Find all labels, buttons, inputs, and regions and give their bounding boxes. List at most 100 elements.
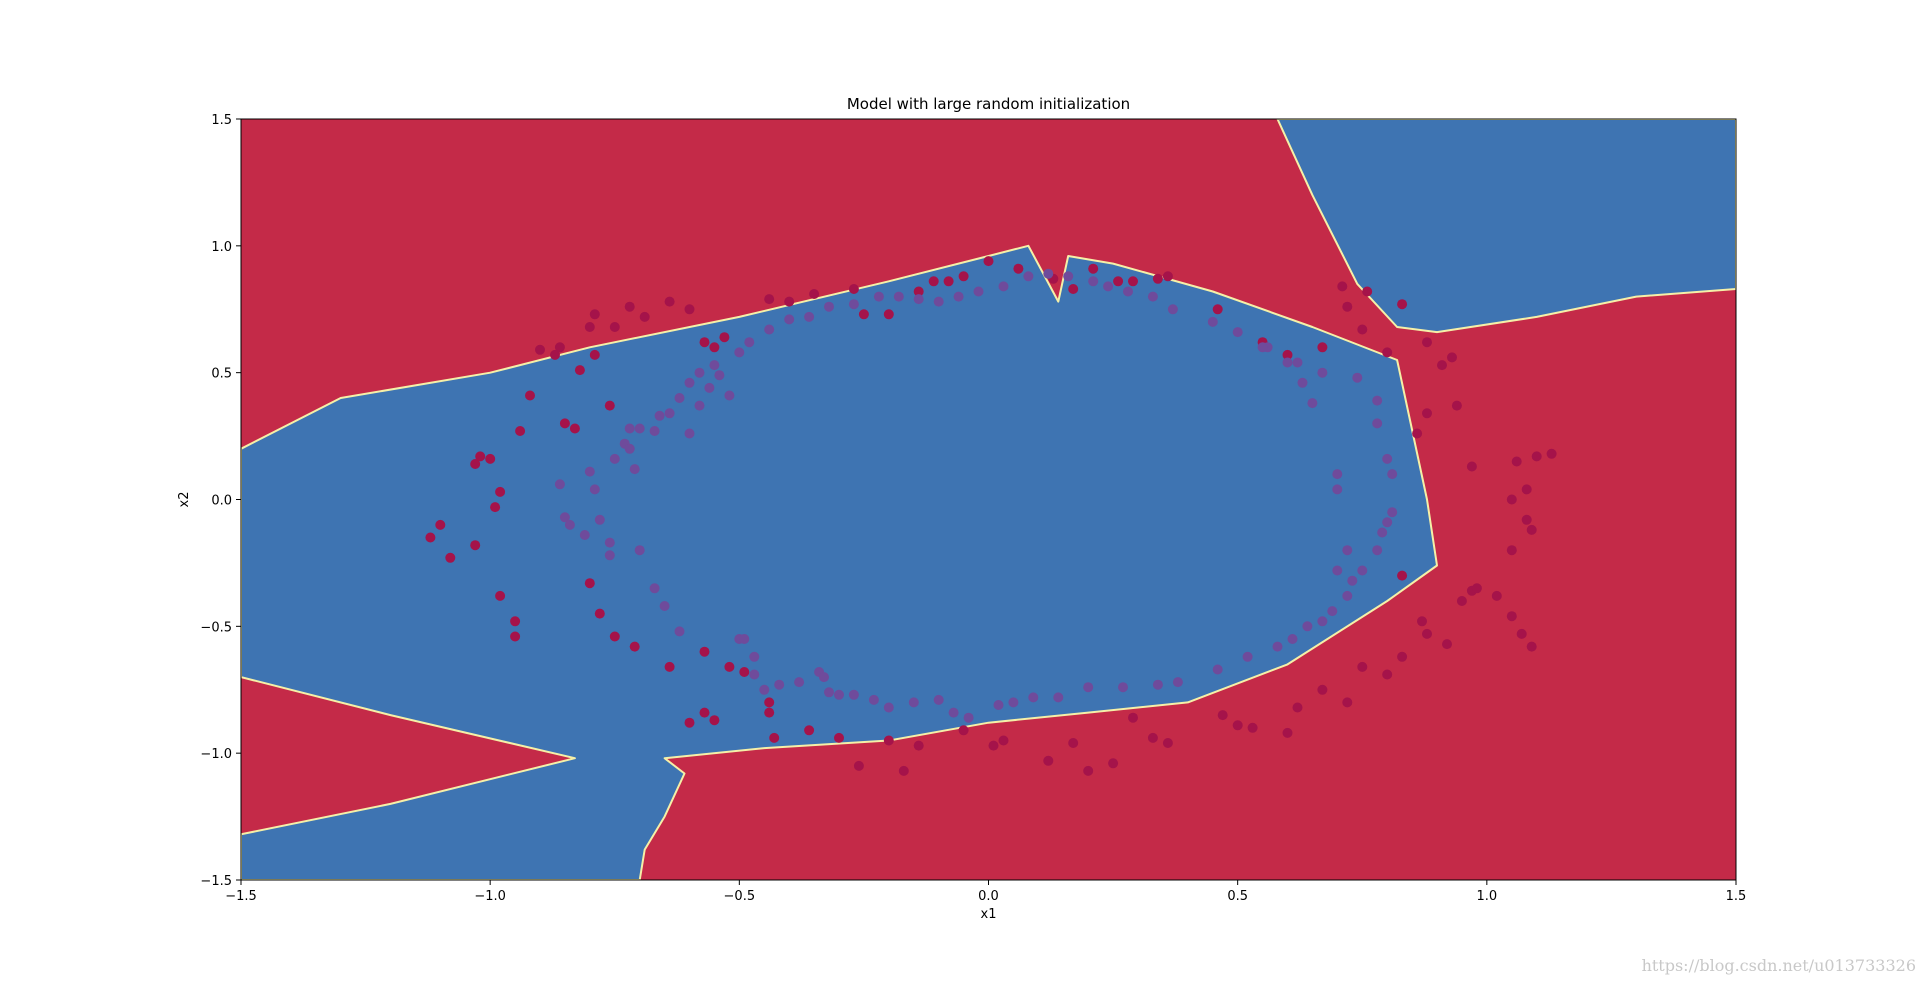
scatter-point-class-0 <box>943 276 954 287</box>
scatter-point-class-0 <box>1422 408 1432 419</box>
scatter-point-class-0 <box>709 342 720 353</box>
scatter-point-class-0 <box>470 459 481 469</box>
scatter-point-class-0 <box>1162 738 1173 748</box>
decision-region-2 <box>1276 119 1736 334</box>
scatter-point-class-0 <box>1397 299 1408 310</box>
scatter-point-class-1 <box>1212 664 1223 675</box>
scatter-point-class-1 <box>1377 527 1388 538</box>
y-tick-label: 0.5 <box>211 367 232 382</box>
scatter-point-class-1 <box>734 347 745 358</box>
scatter-point-class-0 <box>1357 661 1368 672</box>
scatter-point-class-1 <box>1292 357 1303 368</box>
y-tick-label: 1.0 <box>211 240 232 255</box>
scatter-points <box>425 256 1557 776</box>
scatter-point-class-0 <box>1068 738 1079 748</box>
scatter-point-class-0 <box>574 365 585 376</box>
x-tick-label: 1.5 <box>1726 889 1747 904</box>
scatter-point-class-0 <box>883 735 894 746</box>
scatter-point-class-1 <box>724 390 735 401</box>
scatter-point-class-1 <box>1282 357 1293 368</box>
scatter-point-class-0 <box>594 608 605 619</box>
scatter-point-class-1 <box>834 689 844 700</box>
scatter-point-class-1 <box>1332 484 1343 495</box>
scatter-point-class-0 <box>584 578 595 589</box>
scatter-point-class-1 <box>674 626 685 637</box>
scatter-point-class-0 <box>1113 276 1124 287</box>
scatter-point-class-1 <box>1023 271 1034 282</box>
scatter-point-class-0 <box>559 418 570 429</box>
scatter-point-class-1 <box>794 677 805 688</box>
scatter-point-class-1 <box>784 314 795 325</box>
scatter-point-class-1 <box>1242 651 1253 662</box>
scatter-point-class-1 <box>913 294 924 305</box>
decision-region-1 <box>241 244 1438 880</box>
scatter-point-class-0 <box>1526 641 1537 652</box>
scatter-point-class-1 <box>1332 469 1343 480</box>
scatter-point-class-0 <box>435 519 446 530</box>
scatter-point-class-1 <box>893 291 904 302</box>
scatter-point-class-1 <box>953 291 964 302</box>
scatter-point-class-0 <box>1317 684 1328 695</box>
scatter-point-class-0 <box>958 271 969 282</box>
scatter-point-class-1 <box>594 514 605 525</box>
scatter-point-class-0 <box>1506 611 1517 622</box>
scatter-point-class-0 <box>1342 697 1353 708</box>
scatter-point-class-1 <box>1053 692 1064 703</box>
scatter-point-class-0 <box>1282 727 1293 738</box>
scatter-point-class-1 <box>589 484 600 495</box>
scatter-point-class-1 <box>933 694 944 705</box>
scatter-point-class-0 <box>1422 628 1432 639</box>
x-tick-label: 1.0 <box>1476 889 1497 904</box>
scatter-point-class-0 <box>609 631 620 642</box>
scatter-point-class-1 <box>1387 507 1398 518</box>
scatter-point-class-0 <box>425 532 436 543</box>
scatter-point-class-0 <box>1417 616 1427 627</box>
scatter-point-class-1 <box>764 324 775 335</box>
scatter-point-class-0 <box>1162 271 1173 282</box>
decision-regions <box>241 119 1736 880</box>
scatter-point-class-1 <box>998 281 1009 292</box>
scatter-point-class-0 <box>1466 461 1477 472</box>
scatter-point-class-0 <box>1013 263 1024 274</box>
scatter-point-class-1 <box>739 634 750 644</box>
scatter-point-class-0 <box>684 304 695 315</box>
scatter-point-class-1 <box>1147 291 1158 302</box>
scatter-point-class-1 <box>1317 367 1328 378</box>
scatter-point-class-0 <box>883 309 894 320</box>
scatter-point-class-0 <box>913 740 924 751</box>
scatter-point-class-1 <box>1357 565 1368 576</box>
scatter-point-class-1 <box>1372 545 1383 556</box>
scatter-point-class-1 <box>1387 469 1398 480</box>
scatter-point-class-1 <box>1347 575 1358 586</box>
scatter-point-class-0 <box>1491 590 1502 601</box>
scatter-point-class-1 <box>554 479 565 490</box>
scatter-point-class-1 <box>714 370 725 381</box>
scatter-point-class-1 <box>973 286 984 297</box>
scatter-point-class-1 <box>1307 398 1318 409</box>
scatter-point-class-1 <box>1382 453 1393 464</box>
scatter-point-class-1 <box>1382 517 1393 528</box>
scatter-point-class-0 <box>604 400 615 411</box>
scatter-point-class-1 <box>694 400 705 411</box>
scatter-point-class-1 <box>1103 281 1114 292</box>
scatter-point-class-0 <box>510 631 521 642</box>
scatter-point-class-0 <box>1152 273 1163 284</box>
scatter-point-class-1 <box>908 697 919 708</box>
scatter-point-class-0 <box>495 486 506 497</box>
scatter-point-class-1 <box>634 545 645 556</box>
scatter-point-class-0 <box>485 453 496 464</box>
scatter-point-class-0 <box>1217 710 1228 721</box>
scatter-point-class-1 <box>883 702 894 713</box>
scatter-point-class-0 <box>609 322 620 332</box>
scatter-point-class-1 <box>1372 418 1383 429</box>
scatter-point-class-0 <box>589 309 600 320</box>
scatter-point-class-0 <box>569 423 580 434</box>
scatter-point-class-1 <box>993 700 1004 710</box>
scatter-point-class-1 <box>1272 641 1283 652</box>
scatter-point-class-0 <box>988 740 999 751</box>
scatter-point-class-0 <box>475 451 486 462</box>
scatter-point-class-0 <box>639 311 650 322</box>
scatter-point-class-0 <box>1068 284 1079 294</box>
scatter-point-class-0 <box>664 661 675 672</box>
scatter-point-class-1 <box>1118 682 1128 693</box>
